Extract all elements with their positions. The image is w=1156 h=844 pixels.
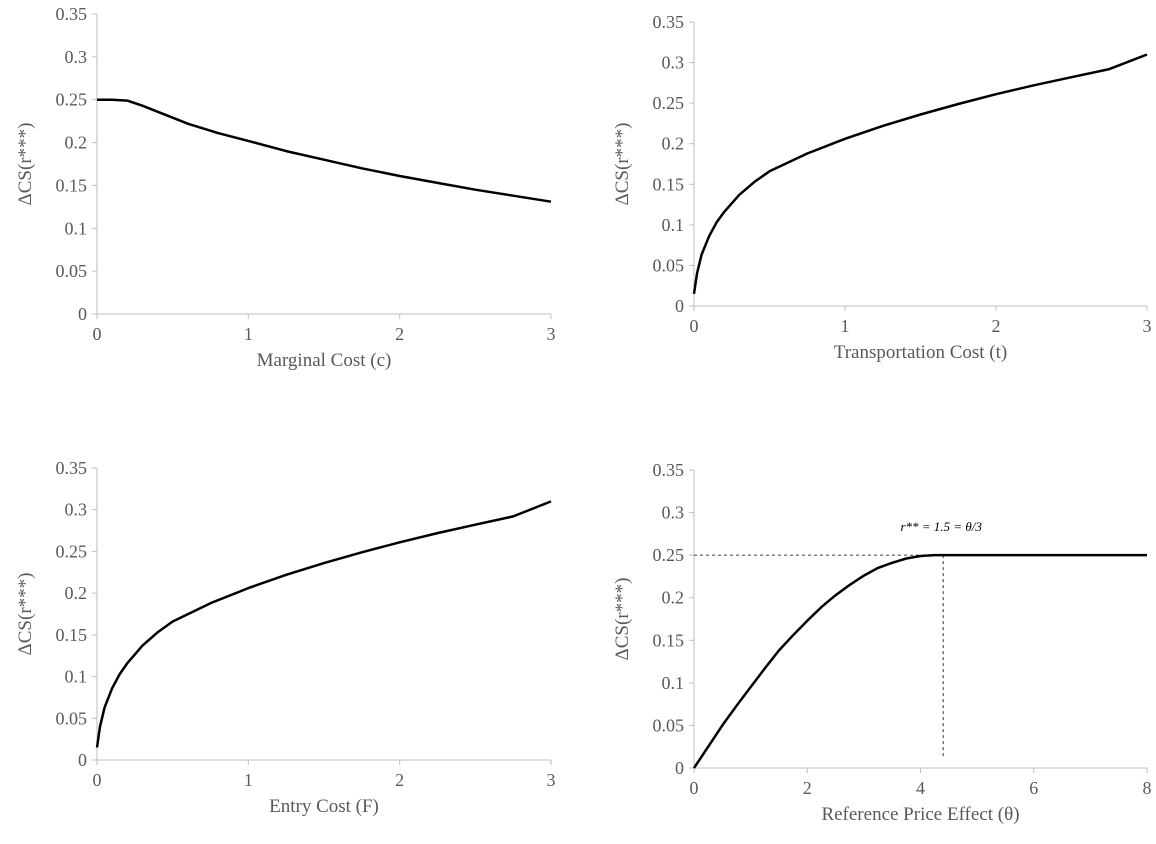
y-tick-label: 0.05 — [56, 261, 88, 281]
chart-panel-transportation-cost: 0 0.05 0.1 0.15 0.2 0.25 0.3 0.35 0 1 2 3 Transporta… — [612, 12, 1152, 363]
y-tick-label: 0.3 — [662, 503, 685, 523]
y-tick-label: 0.15 — [653, 174, 685, 194]
x-axis-title: Transportation Cost (t) — [834, 342, 1007, 363]
y-tick-label: 0.35 — [653, 12, 685, 32]
y-tick-label: 0.35 — [56, 4, 88, 24]
y-tick-label: 0.2 — [662, 134, 685, 154]
x-tick-label: 1 — [244, 770, 253, 790]
y-axis-title: ΔCS(r***) — [612, 578, 633, 661]
y-tick-label: 0.25 — [56, 541, 88, 561]
x-axis-title: Reference Price Effect (θ) — [821, 804, 1019, 825]
y-tick-label: 0.05 — [653, 715, 685, 735]
series-line — [692, 53, 1148, 294]
x-tick-label: 3 — [547, 324, 556, 344]
y-tick-label: 0.05 — [56, 708, 88, 728]
y-axis-title: ΔCS(r***) — [612, 123, 633, 206]
x-axis-title: Marginal Cost (c) — [257, 350, 392, 371]
y-tick-label: 0 — [675, 296, 684, 316]
y-tick-label: 0.15 — [56, 625, 88, 645]
x-tick-label: 2 — [395, 324, 404, 344]
y-tick-label: 0.15 — [56, 175, 88, 195]
x-tick-label: 4 — [916, 778, 925, 798]
y-tick-label: 0.25 — [56, 90, 88, 110]
x-tick-label: 6 — [1029, 778, 1038, 798]
y-tick-label: 0.3 — [662, 53, 685, 73]
series-line — [95, 500, 552, 748]
y-tick-label: 0.1 — [662, 215, 685, 235]
y-axis-title: ΔCS(r***) — [15, 123, 36, 206]
y-tick-label: 0.25 — [653, 545, 685, 565]
y-tick-label: 0.35 — [653, 460, 685, 480]
y-tick-label: 0.2 — [65, 133, 88, 153]
x-tick-label: 3 — [1143, 316, 1152, 336]
y-tick-label: 0.3 — [65, 500, 88, 520]
y-tick-label: 0.1 — [65, 667, 88, 687]
y-tick-label: 0.25 — [653, 93, 685, 113]
chart-panel-entry-cost: 0 0.05 0.1 0.15 0.2 0.25 0.3 0.35 0 1 2 3 Entry Cost… — [15, 458, 556, 817]
y-tick-label: 0 — [78, 304, 87, 324]
y-tick-label: 0.15 — [653, 630, 685, 650]
x-tick-label: 8 — [1143, 778, 1152, 798]
y-axis-title: ΔCS(r***) — [15, 573, 36, 656]
y-tick-label: 0.1 — [662, 673, 685, 693]
y-tick-label: 0.1 — [65, 218, 88, 238]
series-line — [97, 98, 552, 203]
y-tick-label: 0.2 — [65, 583, 88, 603]
x-axis-title: Entry Cost (F) — [269, 796, 379, 817]
x-tick-label: 0 — [93, 770, 102, 790]
x-tick-label: 0 — [690, 778, 699, 798]
x-tick-label: 1 — [841, 316, 850, 336]
x-tick-label: 2 — [803, 778, 812, 798]
x-tick-label: 0 — [690, 316, 699, 336]
y-tick-label: 0 — [675, 758, 684, 778]
x-tick-label: 3 — [547, 770, 556, 790]
y-tick-label: 0 — [78, 750, 87, 770]
x-tick-label: 0 — [93, 324, 102, 344]
chart-panel-marginal-cost: 0 0.05 0.1 0.15 0.2 0.25 0.3 0.35 0 1 2 3 Marginal C… — [15, 4, 556, 371]
y-tick-label: 0.35 — [56, 458, 88, 478]
y-tick-label: 0.3 — [65, 47, 88, 67]
series-line — [692, 553, 1147, 769]
y-tick-label: 0.05 — [653, 255, 685, 275]
y-tick-label: 0.2 — [662, 588, 685, 608]
annotation-label: r** = 1.5 = θ/3 — [900, 519, 982, 534]
x-tick-label: 1 — [244, 324, 253, 344]
x-tick-label: 2 — [395, 770, 404, 790]
chart-panel-reference-price-effect: 0 0.05 0.1 0.15 0.2 0.25 0.3 0.35 0 2 4 6 8 Reference… — [612, 460, 1152, 825]
x-tick-label: 2 — [992, 316, 1001, 336]
